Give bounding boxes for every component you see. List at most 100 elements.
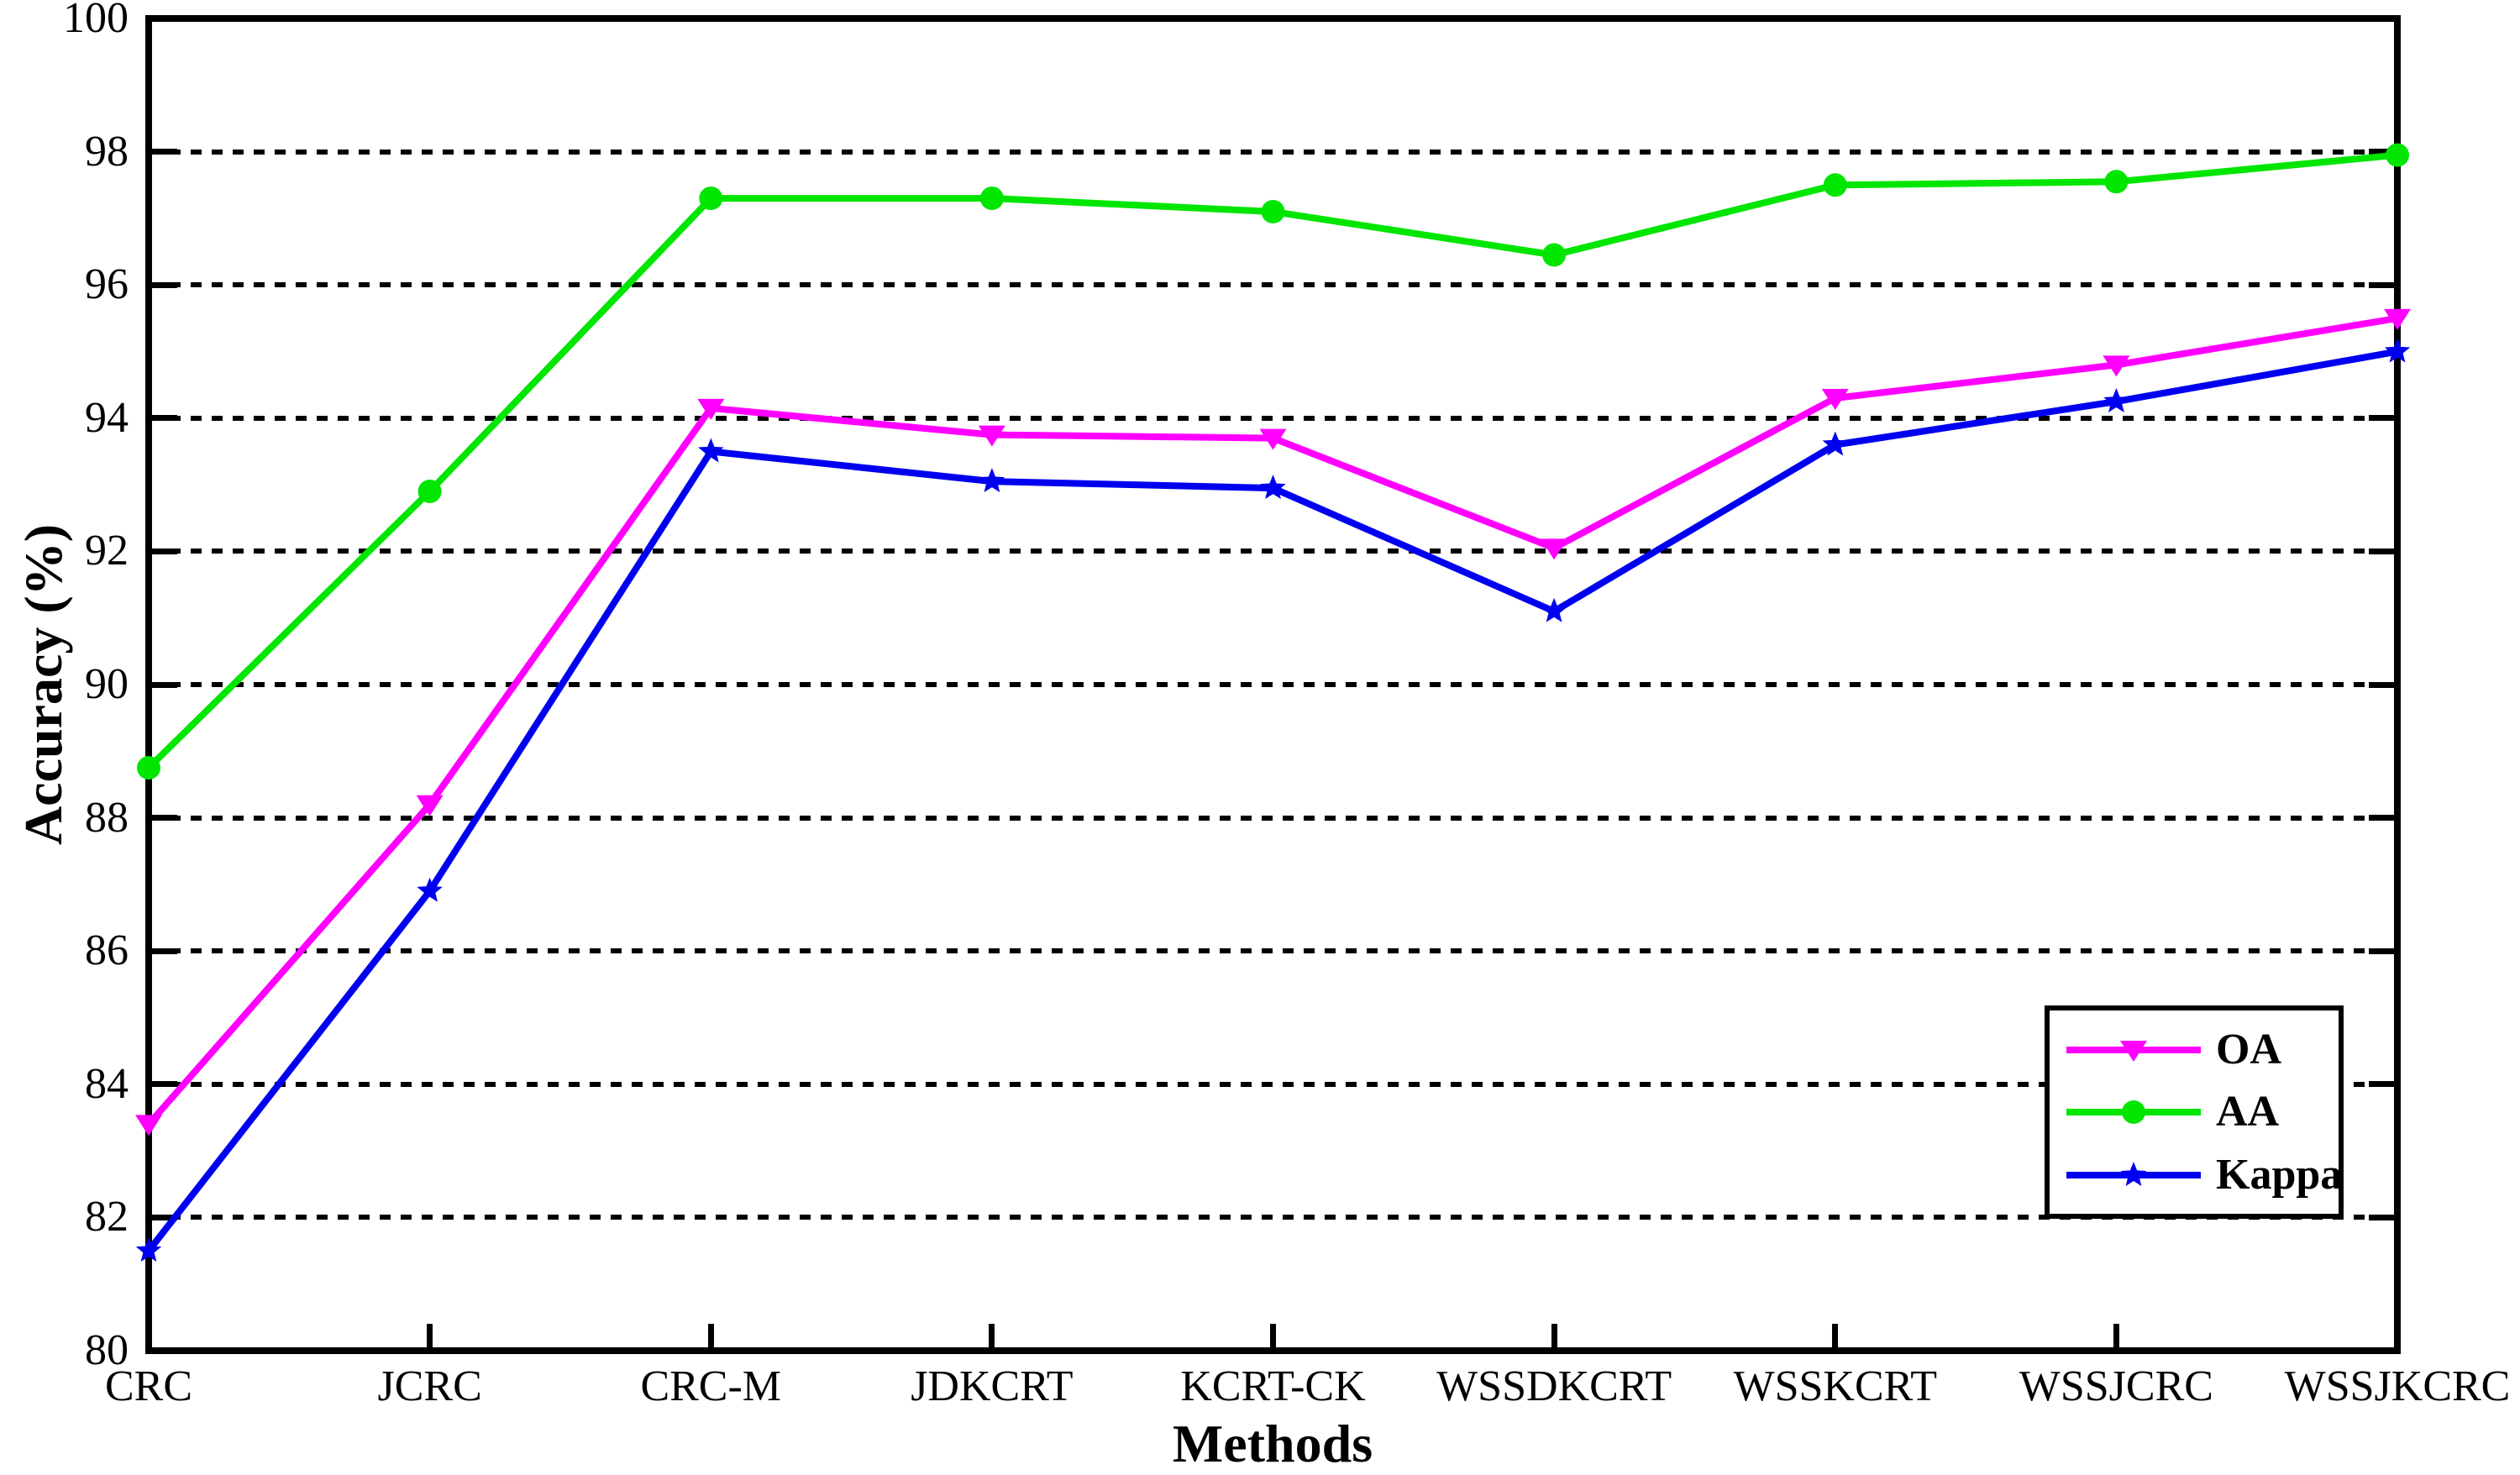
y-tick-label-100: 100 bbox=[63, 0, 129, 42]
data-point-Kappa-WSSJCRC bbox=[2103, 388, 2129, 412]
ytick-left-90 bbox=[149, 681, 177, 688]
x-tick-label-WSSJCRC: WSSJCRC bbox=[2019, 1362, 2213, 1410]
y-tick-label-84: 84 bbox=[85, 1059, 129, 1108]
data-point-Kappa-JDKCRT bbox=[979, 468, 1005, 493]
data-point-AA-WSSJKCRC bbox=[2386, 143, 2409, 167]
legend-marker-OA bbox=[2120, 1040, 2147, 1062]
data-point-AA-WSSDKCRT bbox=[1542, 243, 1567, 267]
gridline-96 bbox=[149, 282, 2397, 288]
data-point-AA-JDKCRT bbox=[979, 186, 1004, 211]
y-tick-label-90: 90 bbox=[85, 660, 129, 708]
data-point-OA-WSSJKCRC bbox=[2384, 308, 2411, 330]
data-point-Kappa-WSSKCRT bbox=[1822, 431, 1849, 456]
data-point-OA-CRC-M bbox=[697, 398, 725, 420]
xtick-JDKCRT bbox=[989, 1324, 995, 1351]
y-tick-label-98: 98 bbox=[85, 127, 129, 176]
legend: OA AA Kappa bbox=[2045, 1005, 2344, 1219]
x-tick-label-WSSJKCRC: WSSJKCRC bbox=[2284, 1362, 2511, 1410]
series-AA bbox=[137, 143, 2409, 780]
data-point-AA-JCRC bbox=[417, 480, 442, 503]
gridline-88 bbox=[149, 815, 2397, 821]
data-point-Kappa-CRC-M bbox=[698, 438, 724, 463]
ytick-right-92 bbox=[2369, 548, 2397, 554]
xtick-JCRC bbox=[427, 1324, 433, 1351]
legend-marker-Kappa bbox=[2120, 1161, 2147, 1186]
data-point-AA-WSSJCRC bbox=[2104, 170, 2129, 194]
x-axis bbox=[145, 1347, 2401, 1354]
data-point-OA-WSSJCRC bbox=[2103, 355, 2130, 377]
ytick-left-94 bbox=[149, 415, 177, 422]
y-tick-label-88: 88 bbox=[85, 793, 129, 842]
series-Kappa bbox=[135, 338, 2411, 1262]
x-tick-label-JCRC: JCRC bbox=[377, 1362, 482, 1410]
ytick-right-88 bbox=[2369, 815, 2397, 821]
y-tick-label-94: 94 bbox=[85, 393, 129, 442]
data-point-AA-CRC-M bbox=[699, 186, 723, 211]
ytick-left-84 bbox=[149, 1081, 177, 1088]
ytick-left-82 bbox=[149, 1214, 177, 1220]
data-point-OA-JDKCRT bbox=[978, 425, 1005, 447]
ytick-left-86 bbox=[149, 947, 177, 954]
data-point-OA-WSSKCRT bbox=[1821, 389, 1849, 410]
y-tick-label-82: 82 bbox=[85, 1193, 129, 1241]
xtick-WSSJCRC bbox=[2113, 1324, 2119, 1351]
legend-label-Kappa: Kappa bbox=[2216, 1150, 2343, 1199]
ytick-right-98 bbox=[2369, 149, 2397, 155]
gridline-98 bbox=[149, 149, 2397, 155]
data-point-OA-WSSDKCRT bbox=[1541, 538, 1568, 560]
ytick-left-92 bbox=[149, 548, 177, 554]
x-tick-label-WSSDKCRT: WSSDKCRT bbox=[1436, 1362, 1672, 1410]
y-axis-title: Accuracy (%) bbox=[13, 523, 73, 846]
data-point-Kappa-WSSJKCRC bbox=[2384, 338, 2411, 363]
data-point-Kappa-KCRT-CK bbox=[1260, 475, 1286, 500]
legend-entry-AA: AA bbox=[2066, 1089, 2339, 1136]
ytick-right-84 bbox=[2369, 1081, 2397, 1088]
plot-area: OA AA Kappa bbox=[135, 15, 2411, 1354]
data-point-AA-WSSKCRT bbox=[1823, 173, 1847, 197]
legend-label-AA: AA bbox=[2216, 1088, 2280, 1136]
legend-sample-AA bbox=[2066, 1100, 2201, 1124]
gridline-92 bbox=[149, 549, 2397, 554]
plot-border-top bbox=[145, 15, 2401, 22]
x-axis-title: Methods bbox=[1172, 1414, 1373, 1473]
ytick-right-90 bbox=[2369, 681, 2397, 688]
series-plot bbox=[135, 143, 2411, 1262]
gridline-94 bbox=[149, 415, 2397, 421]
y-tick-label-92: 92 bbox=[85, 527, 129, 575]
xtick-KCRT-CK bbox=[1270, 1324, 1276, 1351]
data-point-AA-CRC bbox=[137, 756, 160, 780]
legend-sample-Kappa bbox=[2066, 1161, 2201, 1186]
legend-entry-Kappa: Kappa bbox=[2066, 1150, 2343, 1199]
legend-marker-AA bbox=[2122, 1100, 2145, 1124]
ytick-right-96 bbox=[2369, 281, 2397, 288]
xtick-WSSDKCRT bbox=[1551, 1324, 1557, 1351]
gridline-90 bbox=[149, 682, 2397, 687]
data-point-Kappa-WSSDKCRT bbox=[1541, 597, 1567, 622]
data-point-AA-KCRT-CK bbox=[1261, 200, 1285, 223]
ytick-right-82 bbox=[2369, 1214, 2397, 1220]
gridline-84 bbox=[149, 1081, 2397, 1087]
gridline-82 bbox=[149, 1215, 2397, 1220]
y-tick-label-86: 86 bbox=[85, 926, 129, 975]
legend-label-OA: OA bbox=[2216, 1025, 2281, 1073]
x-tick-label-JDKCRT: JDKCRT bbox=[911, 1362, 1074, 1410]
x-tick-label-CRC: CRC bbox=[104, 1362, 193, 1410]
y-tick-label-80: 80 bbox=[85, 1326, 129, 1374]
ytick-left-88 bbox=[149, 815, 177, 821]
ytick-right-86 bbox=[2369, 947, 2397, 954]
x-tick-label-WSSKCRT: WSSKCRT bbox=[1733, 1362, 1937, 1410]
legend-entry-OA: OA bbox=[2066, 1026, 2339, 1073]
y-tick-label-96: 96 bbox=[85, 260, 129, 309]
x-tick-label-KCRT-CK: KCRT-CK bbox=[1180, 1362, 1366, 1410]
ytick-right-94 bbox=[2369, 415, 2397, 422]
data-point-Kappa-CRC bbox=[135, 1237, 162, 1262]
data-point-OA-KCRT-CK bbox=[1259, 428, 1287, 450]
xtick-CRC-M bbox=[707, 1324, 714, 1351]
xtick-WSSKCRT bbox=[1832, 1324, 1839, 1351]
series-line-AA bbox=[146, 151, 2398, 770]
ytick-left-98 bbox=[149, 149, 177, 155]
ytick-left-96 bbox=[149, 281, 177, 288]
data-point-OA-CRC bbox=[135, 1115, 162, 1136]
x-tick-label-CRC-M: CRC-M bbox=[640, 1362, 782, 1410]
